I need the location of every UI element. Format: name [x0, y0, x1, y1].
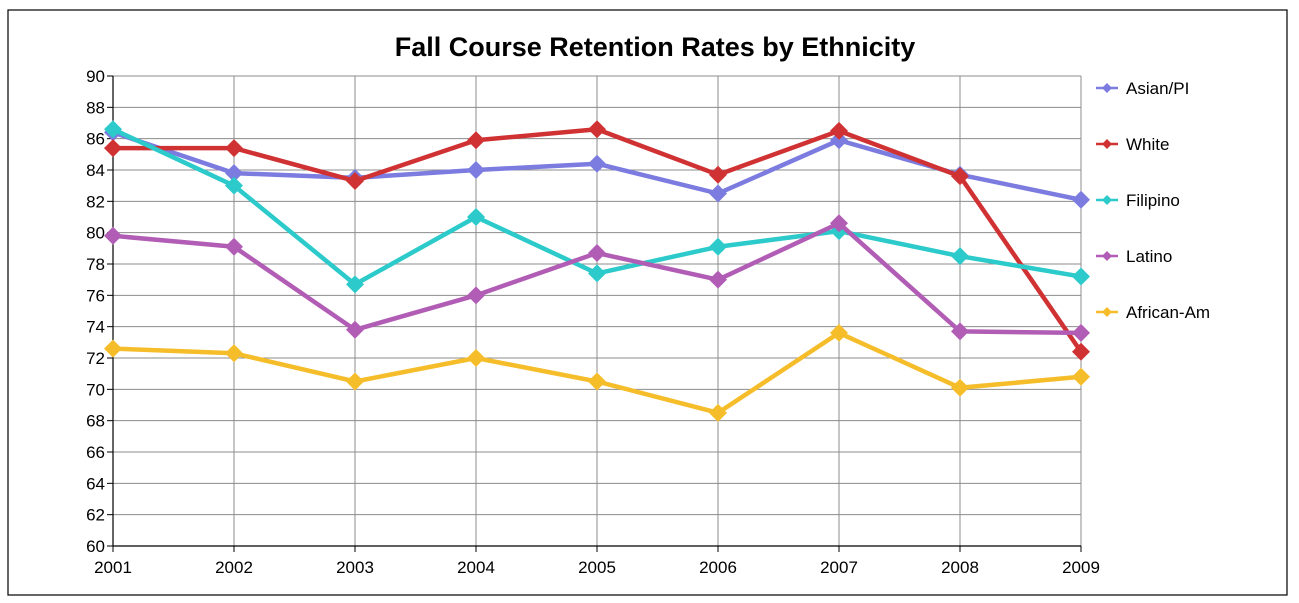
data-point-african-am — [830, 323, 848, 342]
x-tick-label: 2001 — [94, 558, 132, 577]
y-tick-label: 60 — [86, 537, 105, 556]
x-tick-label: 2005 — [578, 558, 616, 577]
legend-label: White — [1126, 135, 1169, 154]
data-point-filipino — [346, 275, 364, 294]
data-point-latino — [225, 237, 243, 256]
legend-item-african-am: African-Am — [1096, 303, 1210, 322]
legend-item-asian-pi: Asian/PI — [1096, 79, 1189, 98]
data-point-latino — [588, 244, 606, 263]
y-tick-label: 80 — [86, 224, 105, 243]
y-tick-label: 64 — [86, 474, 105, 493]
x-tick-label: 2008 — [941, 558, 979, 577]
legend-swatch-marker — [1102, 251, 1112, 261]
series-latino — [104, 214, 1090, 342]
data-point-filipino — [951, 247, 969, 266]
x-tick-label: 2007 — [820, 558, 858, 577]
data-point-latino — [104, 226, 122, 245]
y-tick-label: 90 — [86, 67, 105, 86]
y-tick-label: 84 — [86, 161, 105, 180]
data-point-filipino — [588, 264, 606, 283]
data-point-asian-pi — [467, 161, 485, 179]
data-point-white — [709, 165, 727, 184]
legend-swatch-marker — [1102, 195, 1112, 205]
y-tick-label: 82 — [86, 192, 105, 211]
x-tick-label: 2009 — [1062, 558, 1100, 577]
data-point-latino — [346, 320, 364, 339]
legend-swatch-marker — [1102, 139, 1112, 149]
data-point-asian-pi — [1072, 190, 1090, 209]
data-point-asian-pi — [225, 164, 243, 183]
chart-title: Fall Course Retention Rates by Ethnicity — [395, 32, 916, 62]
data-point-african-am — [588, 372, 606, 391]
data-point-african-am — [467, 349, 485, 367]
y-tick-label: 62 — [86, 506, 105, 525]
y-tick-label: 74 — [86, 318, 105, 337]
data-point-white — [1072, 342, 1090, 361]
data-point-latino — [951, 322, 969, 341]
legend-item-white: White — [1096, 135, 1169, 154]
data-point-african-am — [709, 403, 727, 422]
legend-label: Asian/PI — [1126, 79, 1189, 98]
legend-label: Latino — [1126, 247, 1172, 266]
data-point-filipino — [467, 208, 485, 226]
data-point-asian-pi — [588, 154, 606, 173]
data-point-asian-pi — [709, 184, 727, 203]
x-tick-label: 2002 — [215, 558, 253, 577]
data-point-white — [346, 171, 364, 190]
legend-swatch-marker — [1102, 83, 1112, 93]
legend-item-latino: Latino — [1096, 247, 1172, 266]
legend-label: Filipino — [1126, 191, 1180, 210]
data-point-latino — [1072, 323, 1090, 342]
data-point-filipino — [709, 237, 727, 256]
data-point-white — [104, 139, 122, 158]
series-african-am — [104, 323, 1090, 422]
y-tick-label: 88 — [86, 98, 105, 117]
y-tick-label: 70 — [86, 380, 105, 399]
data-point-filipino — [1072, 267, 1090, 286]
series-filipino — [104, 120, 1090, 294]
series-white — [104, 120, 1090, 361]
legend-label: African-Am — [1126, 303, 1210, 322]
data-point-african-am — [1072, 367, 1090, 386]
data-point-white — [225, 139, 243, 158]
x-tick-label: 2006 — [699, 558, 737, 577]
y-tick-label: 86 — [86, 130, 105, 149]
y-tick-label: 68 — [86, 412, 105, 431]
x-tick-label: 2004 — [457, 558, 495, 577]
data-point-african-am — [225, 344, 243, 363]
data-point-latino — [467, 286, 485, 305]
data-point-white — [588, 120, 606, 139]
legend-swatch-marker — [1102, 307, 1112, 317]
data-point-filipino — [104, 120, 122, 139]
y-tick-label: 72 — [86, 349, 105, 368]
data-point-african-am — [951, 378, 969, 397]
data-point-filipino — [225, 176, 243, 195]
x-tick-label: 2003 — [336, 558, 374, 577]
data-point-asian-pi — [830, 131, 848, 150]
legend-item-filipino: Filipino — [1096, 191, 1180, 210]
data-point-white — [830, 121, 848, 140]
data-point-african-am — [346, 372, 364, 391]
data-point-latino — [709, 270, 727, 289]
y-tick-label: 76 — [86, 286, 105, 305]
y-tick-label: 66 — [86, 443, 105, 462]
data-point-latino — [830, 214, 848, 233]
series-group — [104, 120, 1090, 422]
data-point-white — [467, 131, 485, 150]
y-tick-label: 78 — [86, 255, 105, 274]
data-point-african-am — [104, 339, 122, 358]
data-point-white — [951, 167, 969, 186]
chart-border — [7, 9, 1288, 596]
legend: Asian/PI White Filipino Latino African-Am — [1096, 79, 1210, 322]
